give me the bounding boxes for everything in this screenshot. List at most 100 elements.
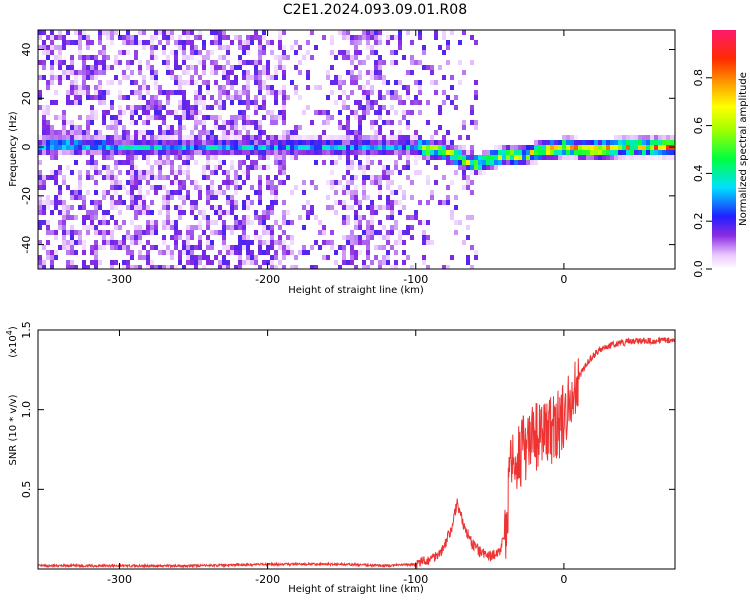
heatmap-cell [254,105,258,110]
heatmap-cell [342,205,346,210]
heatmap-cell [242,60,246,65]
heatmap-cell [498,160,502,165]
heatmap-cell [458,60,462,65]
heatmap-cell [214,220,218,225]
heatmap-cell [294,50,298,55]
heatmap-cell [366,110,370,115]
heatmap-cell [274,155,278,160]
heatmap-cell [166,160,170,165]
heatmap-cell [118,80,122,85]
heatmap-cell [398,95,402,100]
x-tick-label: 0 [560,273,567,286]
heatmap-cell [202,210,206,215]
heatmap-cell [130,160,134,165]
heatmap-cell [210,105,214,110]
heatmap-cell [306,210,310,215]
heatmap-cell [238,250,242,255]
heatmap-cell [154,190,158,195]
heatmap-cell [170,180,174,185]
heatmap-cell [386,110,390,115]
heatmap-cell [130,205,134,210]
heatmap-cell [354,35,358,40]
heatmap-cell [266,60,270,65]
heatmap-cell [518,155,522,160]
heatmap-cell [290,150,294,155]
heatmap-cell [110,65,114,70]
heatmap-cell [494,165,498,170]
heatmap-cell [434,145,438,150]
heatmap-cell [354,265,358,269]
heatmap-cell [182,100,186,105]
heatmap-cell [378,70,382,75]
heatmap-cell [122,35,126,40]
heatmap-cell [66,100,70,105]
heatmap-cell [262,65,266,70]
heatmap-cell [218,215,222,220]
heatmap-cell [146,220,150,225]
heatmap-cell [106,210,110,215]
heatmap-cell [226,170,230,175]
heatmap-cell [118,140,122,145]
heatmap-cell [150,50,154,55]
heatmap-cell [86,85,90,90]
heatmap-cell [206,235,210,240]
heatmap-cell [450,160,454,165]
heatmap-cell [594,150,598,155]
heatmap-cell [402,145,406,150]
heatmap-cell [278,35,282,40]
heatmap-cell [162,265,166,269]
heatmap-cell [370,215,374,220]
heatmap-cell [62,230,66,235]
heatmap-cell [158,105,162,110]
heatmap-cell [174,115,178,120]
heatmap-cell [566,135,570,140]
heatmap-cell [210,130,214,135]
heatmap-cell [286,135,290,140]
heatmap-cell [98,35,102,40]
heatmap-cell [630,135,634,140]
heatmap-cell [66,65,70,70]
heatmap-cell [130,240,134,245]
heatmap-cell [82,145,86,150]
heatmap-cell [466,175,470,180]
heatmap-cell [326,75,330,80]
heatmap-cell [222,140,226,145]
heatmap-cell [162,115,166,120]
heatmap-cell [366,245,370,250]
heatmap-cell [390,225,394,230]
heatmap-cell [46,105,50,110]
heatmap-cell [322,240,326,245]
heatmap-cell [606,145,610,150]
heatmap-cell [270,85,274,90]
heatmap-cell [150,75,154,80]
heatmap-cell [162,135,166,140]
heatmap-cell [406,85,410,90]
heatmap-cell [522,145,526,150]
heatmap-cell [202,150,206,155]
heatmap-cell [250,200,254,205]
heatmap-cell [466,260,470,265]
heatmap-cell [102,245,106,250]
heatmap-cell [402,110,406,115]
heatmap-cell [278,60,282,65]
heatmap-cell [202,250,206,255]
heatmap-cell [122,260,126,265]
heatmap-cell [90,200,94,205]
heatmap-cell [58,80,62,85]
heatmap-cell [670,135,674,140]
heatmap-cell [54,200,58,205]
heatmap-cell [230,100,234,105]
heatmap-cell [110,245,114,250]
heatmap-cell [346,260,350,265]
heatmap-cell [598,155,602,160]
heatmap-cell [370,35,374,40]
heatmap-cell [326,70,330,75]
heatmap-cell [234,135,238,140]
heatmap-cell [78,125,82,130]
heatmap-cell [394,165,398,170]
heatmap-cell [102,115,106,120]
heatmap-cell [226,180,230,185]
heatmap-cell [150,260,154,265]
heatmap-cell [426,140,430,145]
